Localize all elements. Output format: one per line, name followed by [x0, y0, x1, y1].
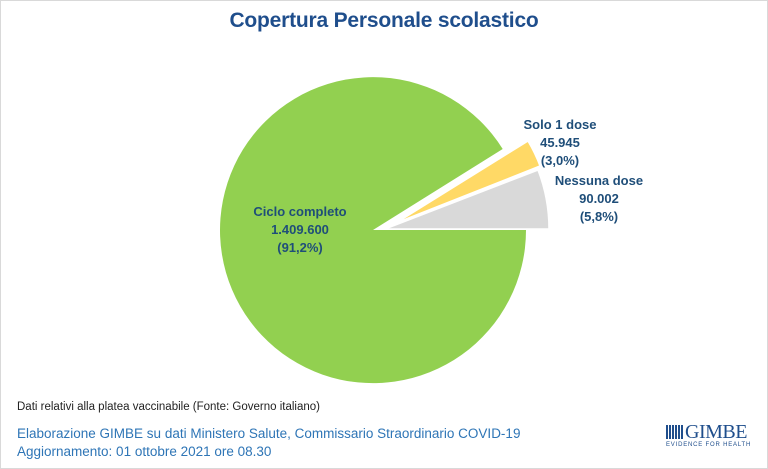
- slice-nessuna-dose: [384, 169, 550, 230]
- label-nessuna-dose: Nessuna dose 90.002 (5,8%): [544, 172, 654, 226]
- label-name: Ciclo completo: [253, 204, 347, 219]
- label-value: 1.409.600: [271, 222, 329, 237]
- chart-title: Copertura Personale scolastico: [229, 9, 539, 32]
- gimbe-logo-icon: [666, 425, 683, 439]
- data-note: Dati relativi alla platea vaccinabile (F…: [17, 401, 320, 413]
- slice-solo-1-dose: [395, 139, 541, 224]
- label-percent: (3,0%): [540, 153, 580, 168]
- label-percent: (5,8%): [579, 209, 619, 224]
- logo-tagline: EVIDENCE FOR HEALTH: [666, 442, 752, 448]
- label-name: Nessuna dose: [554, 173, 644, 188]
- label-value: 90.002: [579, 191, 619, 206]
- label-value: 45.945: [540, 135, 580, 150]
- gimbe-logo: GIMBE EVIDENCE FOR HEALTH: [666, 421, 756, 450]
- label-percent: (91,2%): [277, 240, 323, 255]
- update-text: Aggiornamento: 01 ottobre 2021 ore 08.30: [17, 444, 272, 459]
- label-ciclo-completo: Ciclo completo 1.409.600 (91,2%): [232, 203, 368, 257]
- logo-name: GIMBE: [685, 421, 747, 443]
- label-solo-1-dose: Solo 1 dose 45.945 (3,0%): [515, 116, 605, 170]
- source-text: Elaborazione GIMBE su dati Ministero Sal…: [17, 426, 521, 441]
- slice-ciclo-completo: [220, 77, 527, 384]
- label-name: Solo 1 dose: [523, 117, 597, 132]
